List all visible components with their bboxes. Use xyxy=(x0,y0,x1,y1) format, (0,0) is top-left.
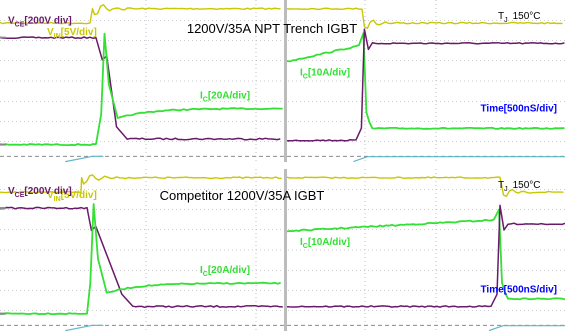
ref-trace-turnon xyxy=(353,156,565,163)
scope-panel-2: Competitor 1200V/35A IGBTVIN[5V/div]VCE[… xyxy=(0,169,565,331)
vin-label-subscript: IN xyxy=(54,33,61,40)
vce-label-symbol: V xyxy=(8,16,15,27)
vin-trace-turnon xyxy=(286,7,563,29)
ground-marker xyxy=(0,207,6,210)
ground-marker xyxy=(0,36,6,39)
ic-left-label-scale: [20A/div] xyxy=(208,91,250,102)
vce-label-subscript: CE xyxy=(15,192,25,199)
vce-trace-turnoff xyxy=(0,36,281,141)
ref-trace-turnoff xyxy=(65,324,104,331)
view-divider xyxy=(284,169,287,331)
vin-label-subscript: IN xyxy=(54,196,61,203)
ic-trace-turnoff xyxy=(0,32,283,147)
ref-trace-turnon xyxy=(488,325,565,331)
ic-right-label-scale: [10A/div] xyxy=(308,237,350,248)
vce-label-subscript: CE xyxy=(15,22,25,29)
vce-label-scale: [200V div] xyxy=(24,186,71,197)
ic-right-label: IC[10A/div] xyxy=(300,68,350,81)
ic-trace-turnoff xyxy=(0,203,282,316)
vin-label-symbol: V xyxy=(47,27,54,38)
tj-value: 150°C xyxy=(513,11,541,22)
chart-title: 1200V/35A NPT Trench IGBT xyxy=(187,21,357,36)
ic-right-label-scale: [10A/div] xyxy=(308,68,350,79)
tj-annotation: TJ 150°C xyxy=(498,11,541,24)
ic-right-label-subscript: C xyxy=(303,243,308,250)
vce-trace-turnoff xyxy=(0,206,283,309)
ic-right-label-symbol: I xyxy=(300,68,303,79)
ic-left-label-scale: [20A/div] xyxy=(208,265,250,276)
time-scale-label: Time[500nS/div] xyxy=(480,103,557,114)
vce-label-scale: [200V div] xyxy=(24,16,71,27)
tj-symbol: T xyxy=(498,11,504,22)
ic-left-label-subscript: C xyxy=(203,97,208,104)
chart-title: Competitor 1200V/35A IGBT xyxy=(160,188,325,203)
vin-trace-turnon xyxy=(286,176,564,198)
vce-label: VCE[200V div] xyxy=(8,186,72,199)
tj-symbol: T xyxy=(498,180,504,191)
ic-left-label: IC[20A/div] xyxy=(200,91,250,104)
vin-label: VIN[5V/div] xyxy=(47,27,97,40)
vce-trace-turnon xyxy=(286,204,565,308)
ic-trace-turnon xyxy=(286,32,565,130)
ic-left-label: IC[20A/div] xyxy=(200,265,250,278)
tj-annotation: TJ 150°C xyxy=(498,180,541,193)
scope-panel-1: 1200V/35A NPT Trench IGBTVIN[5V/div]VCE[… xyxy=(0,0,565,163)
vin-label: VIN[5V/div] xyxy=(47,190,97,203)
ic-left-label-symbol: I xyxy=(200,91,203,102)
ic-left-label-symbol: I xyxy=(200,265,203,276)
vce-label-symbol: V xyxy=(8,186,15,197)
vce-trace-turnon xyxy=(287,28,565,142)
tj-subscript: J xyxy=(504,186,508,193)
vin-trace-turnoff xyxy=(0,4,281,25)
ic-trace-turnon xyxy=(286,208,565,301)
ic-right-label-symbol: I xyxy=(300,237,303,248)
vin-label-scale: [5V/div] xyxy=(61,27,97,38)
ground-marker xyxy=(0,143,6,146)
vin-label-scale: [5V/div] xyxy=(61,190,97,201)
vin-trace-turnoff xyxy=(0,174,282,194)
tj-value: 150°C xyxy=(513,180,541,191)
view-divider xyxy=(284,0,287,162)
vce-label: VCE[200V div] xyxy=(8,16,72,29)
tj-subscript: J xyxy=(504,17,508,24)
ref-trace-turnoff xyxy=(65,155,104,163)
ic-left-label-subscript: C xyxy=(203,271,208,278)
ground-marker xyxy=(0,312,6,315)
vin-label-symbol: V xyxy=(47,190,54,201)
ic-right-label: IC[10A/div] xyxy=(300,237,350,250)
panel-separator xyxy=(0,162,565,169)
time-scale-label: Time[500nS/div] xyxy=(480,285,557,296)
ic-right-label-subscript: C xyxy=(303,74,308,81)
